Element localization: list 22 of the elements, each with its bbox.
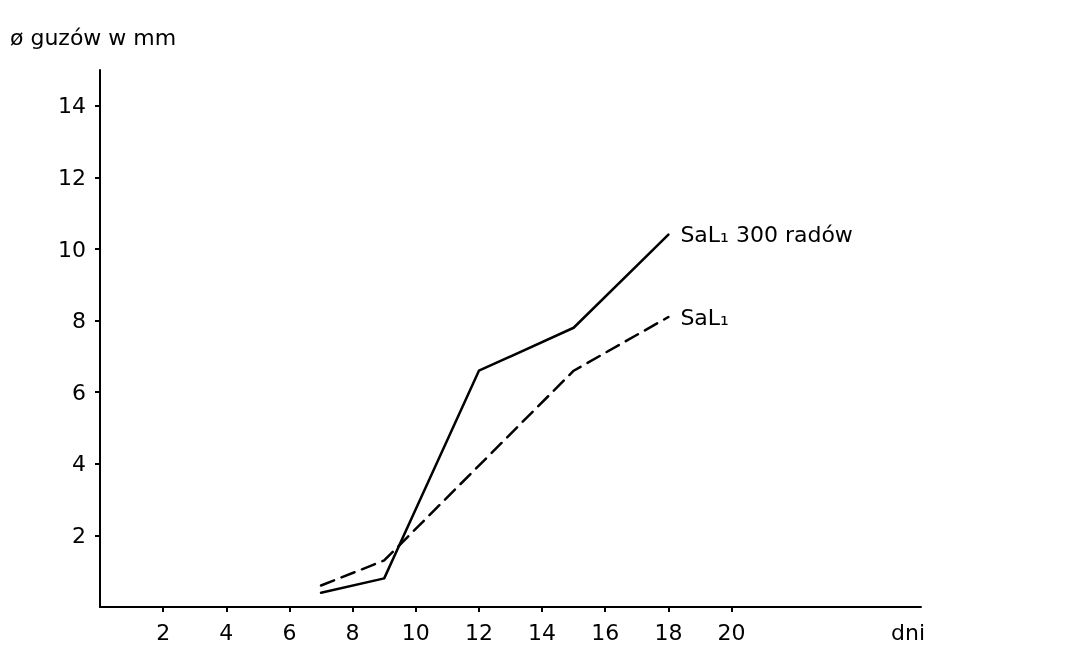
y-tick-label: 4 [72, 451, 86, 477]
x-tick-label: 14 [528, 619, 557, 645]
x-axis-title: dni [891, 619, 926, 645]
x-tick-label: 6 [282, 619, 297, 645]
y-tick-label: 8 [72, 308, 86, 334]
y-tick-label: 2 [72, 522, 86, 548]
line-series [319, 233, 670, 594]
series-label: SaL₁ 300 radów [680, 222, 853, 248]
x-tick-label: 16 [591, 619, 620, 645]
x-tick-label: 2 [156, 619, 171, 645]
y-axis-title: ø guzów w mm [10, 24, 177, 50]
x-tick-label: 10 [401, 619, 430, 645]
x-tick-label: 12 [464, 619, 493, 645]
y-tick-label: 14 [58, 93, 86, 119]
x-tick-label: 8 [345, 619, 360, 645]
y-tick-label: 12 [58, 164, 86, 190]
x-tick-label: 4 [219, 619, 234, 645]
x-tick-label: 18 [654, 619, 683, 645]
series-label: SaL₁ [680, 304, 729, 330]
y-tick-label: 6 [72, 379, 86, 405]
y-tick-label: 10 [58, 236, 86, 262]
x-tick-label: 20 [717, 619, 746, 645]
